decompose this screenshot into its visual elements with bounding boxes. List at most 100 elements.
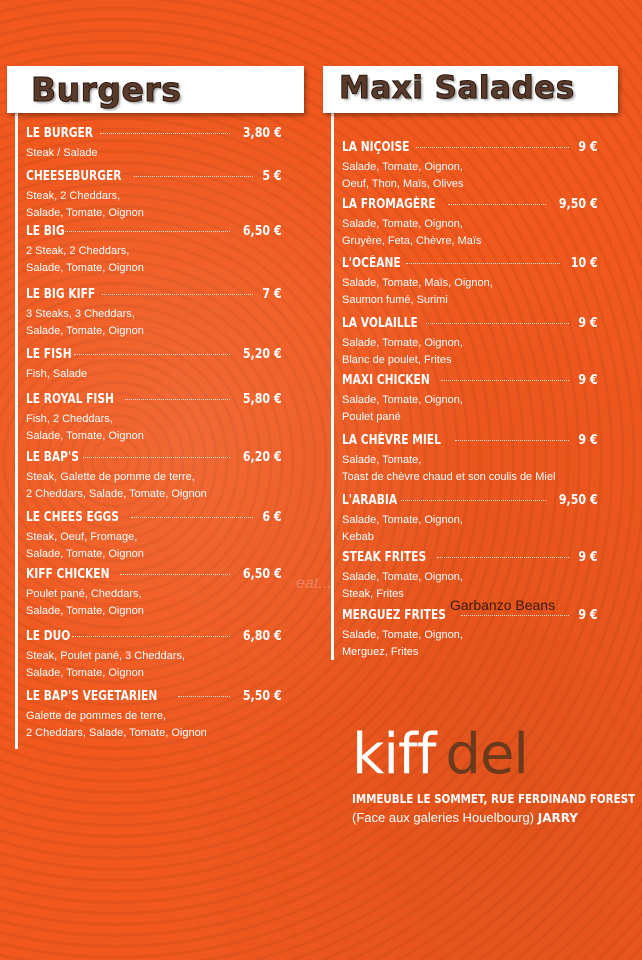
menu-item-row: LE BAP'S VEGETARIEN 5,50 € xyxy=(26,689,282,708)
menu-item: LE BIG 6,50 € 2 Steak, 2 Cheddars, Salade,… xyxy=(26,224,282,277)
menu-item: LE ROYAL FISH 5,80 € Fish, 2 Cheddars, Sa… xyxy=(26,392,282,445)
watermark: eat... xyxy=(296,575,332,592)
menu-item-leader-dots xyxy=(131,517,254,518)
menu-item: STEAK FRITES 9 € Salade, Tomate, Oignon, S… xyxy=(342,550,598,603)
menu-item: LA FROMAGÈRE 9,50 € Salade, Tomate, Oignon… xyxy=(342,197,598,250)
menu-item-leader-dots xyxy=(416,147,570,148)
menu-item-description: 2 Steak, 2 Cheddars, Salade, Tomate, Oig… xyxy=(26,245,144,274)
menu-item: LA VOLAILLE 9 € Salade, Tomate, Oignon, Bl… xyxy=(342,316,598,369)
menu-item-name: LE CHEES EGGS xyxy=(26,510,119,525)
menu-item-name: L'ARABIA xyxy=(342,493,398,508)
menu-item-name: L'OCÉANE xyxy=(342,256,401,271)
menu-item-description: Salade, Tomate, Toast de chèvre chaud et… xyxy=(342,454,556,483)
menu-item-price: 10 € xyxy=(571,256,598,271)
menu-item-row: LE FISH 5,20 € xyxy=(26,347,282,366)
menu-item: LA NIÇOISE 9 € Salade, Tomate, Oignon, Oeu… xyxy=(342,140,598,193)
address-line-2: (Face aux galeries Houelbourg) JARRY xyxy=(352,810,578,825)
menu-item-row: CHEESEBURGER 5 € xyxy=(26,169,282,188)
menu-item-row: LA NIÇOISE 9 € xyxy=(342,140,598,159)
menu-item-name: LA FROMAGÈRE xyxy=(342,197,436,212)
menu-item-leader-dots xyxy=(99,133,231,134)
menu-item-price: 5,50 € xyxy=(243,689,282,704)
burgers-header: Burgers xyxy=(7,66,304,113)
menu-item-description: Salade, Tomate, Oignon, Steak, Frites xyxy=(342,571,463,600)
menu-item-price: 9 € xyxy=(578,373,598,388)
menu-item-row: L'OCÉANE 10 € xyxy=(342,256,598,275)
menu-item-row: MERGUEZ FRITES 9 € xyxy=(342,608,598,627)
menu-item: LE CHEES EGGS 6 € Steak, Oeuf, Fromage, S… xyxy=(26,510,282,563)
menu-item-price: 9,50 € xyxy=(559,197,598,212)
menu-item: LE BAP'S VEGETARIEN 5,50 € Galette de pomm… xyxy=(26,689,282,742)
menu-item-row: MAXI CHICKEN 9 € xyxy=(342,373,598,392)
menu-item-description: Salade, Tomate, Oignon, Blanc de poulet,… xyxy=(342,337,463,366)
menu-item-row: LE BIG 6,50 € xyxy=(26,224,282,243)
menu-item-name: MAXI CHICKEN xyxy=(342,373,430,388)
menu-item-leader-dots xyxy=(178,696,231,697)
menu-item-leader-dots xyxy=(119,574,231,575)
menu-item-price: 6 € xyxy=(262,510,282,525)
menu-item-name: STEAK FRITES xyxy=(342,550,427,565)
menu-item-row: KIFF CHICKEN 6,50 € xyxy=(26,567,282,586)
menu-item-leader-dots xyxy=(454,440,570,441)
menu-item-row: LE ROYAL FISH 5,80 € xyxy=(26,392,282,411)
menu-item: KIFF CHICKEN 6,50 € Poulet pané, Cheddars,… xyxy=(26,567,282,620)
menu-item-description: 3 Steaks, 3 Cheddars, Salade, Tomate, Oi… xyxy=(26,308,144,337)
brand-logo-kiff: kiff xyxy=(352,722,436,787)
menu-item-leader-dots xyxy=(426,323,570,324)
menu-item-leader-dots xyxy=(65,231,231,232)
menu-item-price: 9,50 € xyxy=(559,493,598,508)
menu-item-leader-dots xyxy=(460,615,570,616)
menu-item-description: Steak, Galette de pomme de terre, 2 Ched… xyxy=(26,471,207,500)
menu-item: LA CHÈVRE MIEL 9 € Salade, Tomate, Toast d… xyxy=(342,433,598,486)
menu-item-description: Salade, Tomate, Oignon, Oeuf, Thon, Maïs… xyxy=(342,161,464,190)
menu-item-description: Fish, Salade xyxy=(26,368,88,380)
salades-title: Maxi Salades xyxy=(339,70,575,107)
brand-logo-del: del xyxy=(445,722,529,787)
menu-item-name: LE FISH xyxy=(26,347,72,362)
menu-item-name: LE BURGER xyxy=(26,126,94,141)
menu-item-name: LE BAP'S VEGETARIEN xyxy=(26,689,158,704)
menu-item-leader-dots xyxy=(448,204,547,205)
menu-item-row: L'ARABIA 9,50 € xyxy=(342,493,598,512)
menu-item-price: 9 € xyxy=(578,140,598,155)
menu-item-leader-dots xyxy=(134,176,254,177)
burgers-title: Burgers xyxy=(30,70,182,110)
menu-item-name: CHEESEBURGER xyxy=(26,169,122,184)
brand-logo: kiff del xyxy=(352,722,529,787)
address-line-2-bold: JARRY xyxy=(537,811,578,825)
menu-item-name: LE DUO xyxy=(26,629,71,644)
menu-item-row: LE DUO 6,80 € xyxy=(26,629,282,648)
menu-item-name: LE BIG KIFF xyxy=(26,287,96,302)
menu-item-name: KIFF CHICKEN xyxy=(26,567,110,582)
salades-section: Maxi Salades xyxy=(323,66,618,113)
menu-item-price: 9 € xyxy=(578,433,598,448)
menu-item-row: LA VOLAILLE 9 € xyxy=(342,316,598,335)
address-line-2-text: (Face aux galeries Houelbourg) xyxy=(352,810,535,825)
menu-item: MERGUEZ FRITES 9 € Salade, Tomate, Oignon,… xyxy=(342,608,598,661)
menu-item-leader-dots xyxy=(401,500,547,501)
menu-item: LE DUO 6,80 € Steak, Poulet pané, 3 Chedda… xyxy=(26,629,282,682)
salades-divider-line xyxy=(331,112,334,660)
menu-item-row: LA CHÈVRE MIEL 9 € xyxy=(342,433,598,452)
menu-item: LE FISH 5,20 € Fish, Salade xyxy=(26,347,282,383)
menu-item-leader-dots xyxy=(436,557,570,558)
menu-item-row: LA FROMAGÈRE 9,50 € xyxy=(342,197,598,216)
menu-item-row: LE CHEES EGGS 6 € xyxy=(26,510,282,529)
menu-item-description: Steak, Oeuf, Fromage, Salade, Tomate, Oi… xyxy=(26,531,144,560)
menu-item-name: MERGUEZ FRITES xyxy=(342,608,446,623)
menu-item-description: Poulet pané, Cheddars, Salade, Tomate, O… xyxy=(26,588,144,617)
menu-item-description: Steak, Poulet pané, 3 Cheddars, Salade, … xyxy=(26,650,185,679)
menu-item-description: Salade, Tomate, Maïs, Oignon, Saumon fum… xyxy=(342,277,493,306)
menu-item: LE BURGER 3,80 € Steak / Salade xyxy=(26,126,282,162)
menu-item-description: Steak / Salade xyxy=(26,147,98,159)
menu-item: LE BIG KIFF 7 € 3 Steaks, 3 Cheddars, Sala… xyxy=(26,287,282,340)
burgers-section: Burgers xyxy=(7,66,304,113)
menu-item-leader-dots xyxy=(405,263,561,264)
menu-item-description: Galette de pommes de terre, 2 Cheddars, … xyxy=(26,710,207,739)
address-line-1: IMMEUBLE LE SOMMET, RUE FERDINAND FOREST xyxy=(352,792,636,806)
menu-item-description: Salade, Tomate, Oignon, Kebab xyxy=(342,514,463,543)
menu-item-name: LA NIÇOISE xyxy=(342,140,410,155)
menu-item-description: Salade, Tomate, Oignon, Gruyère, Feta, C… xyxy=(342,218,482,247)
menu-item-price: 9 € xyxy=(578,608,598,623)
menu-item-price: 9 € xyxy=(578,550,598,565)
